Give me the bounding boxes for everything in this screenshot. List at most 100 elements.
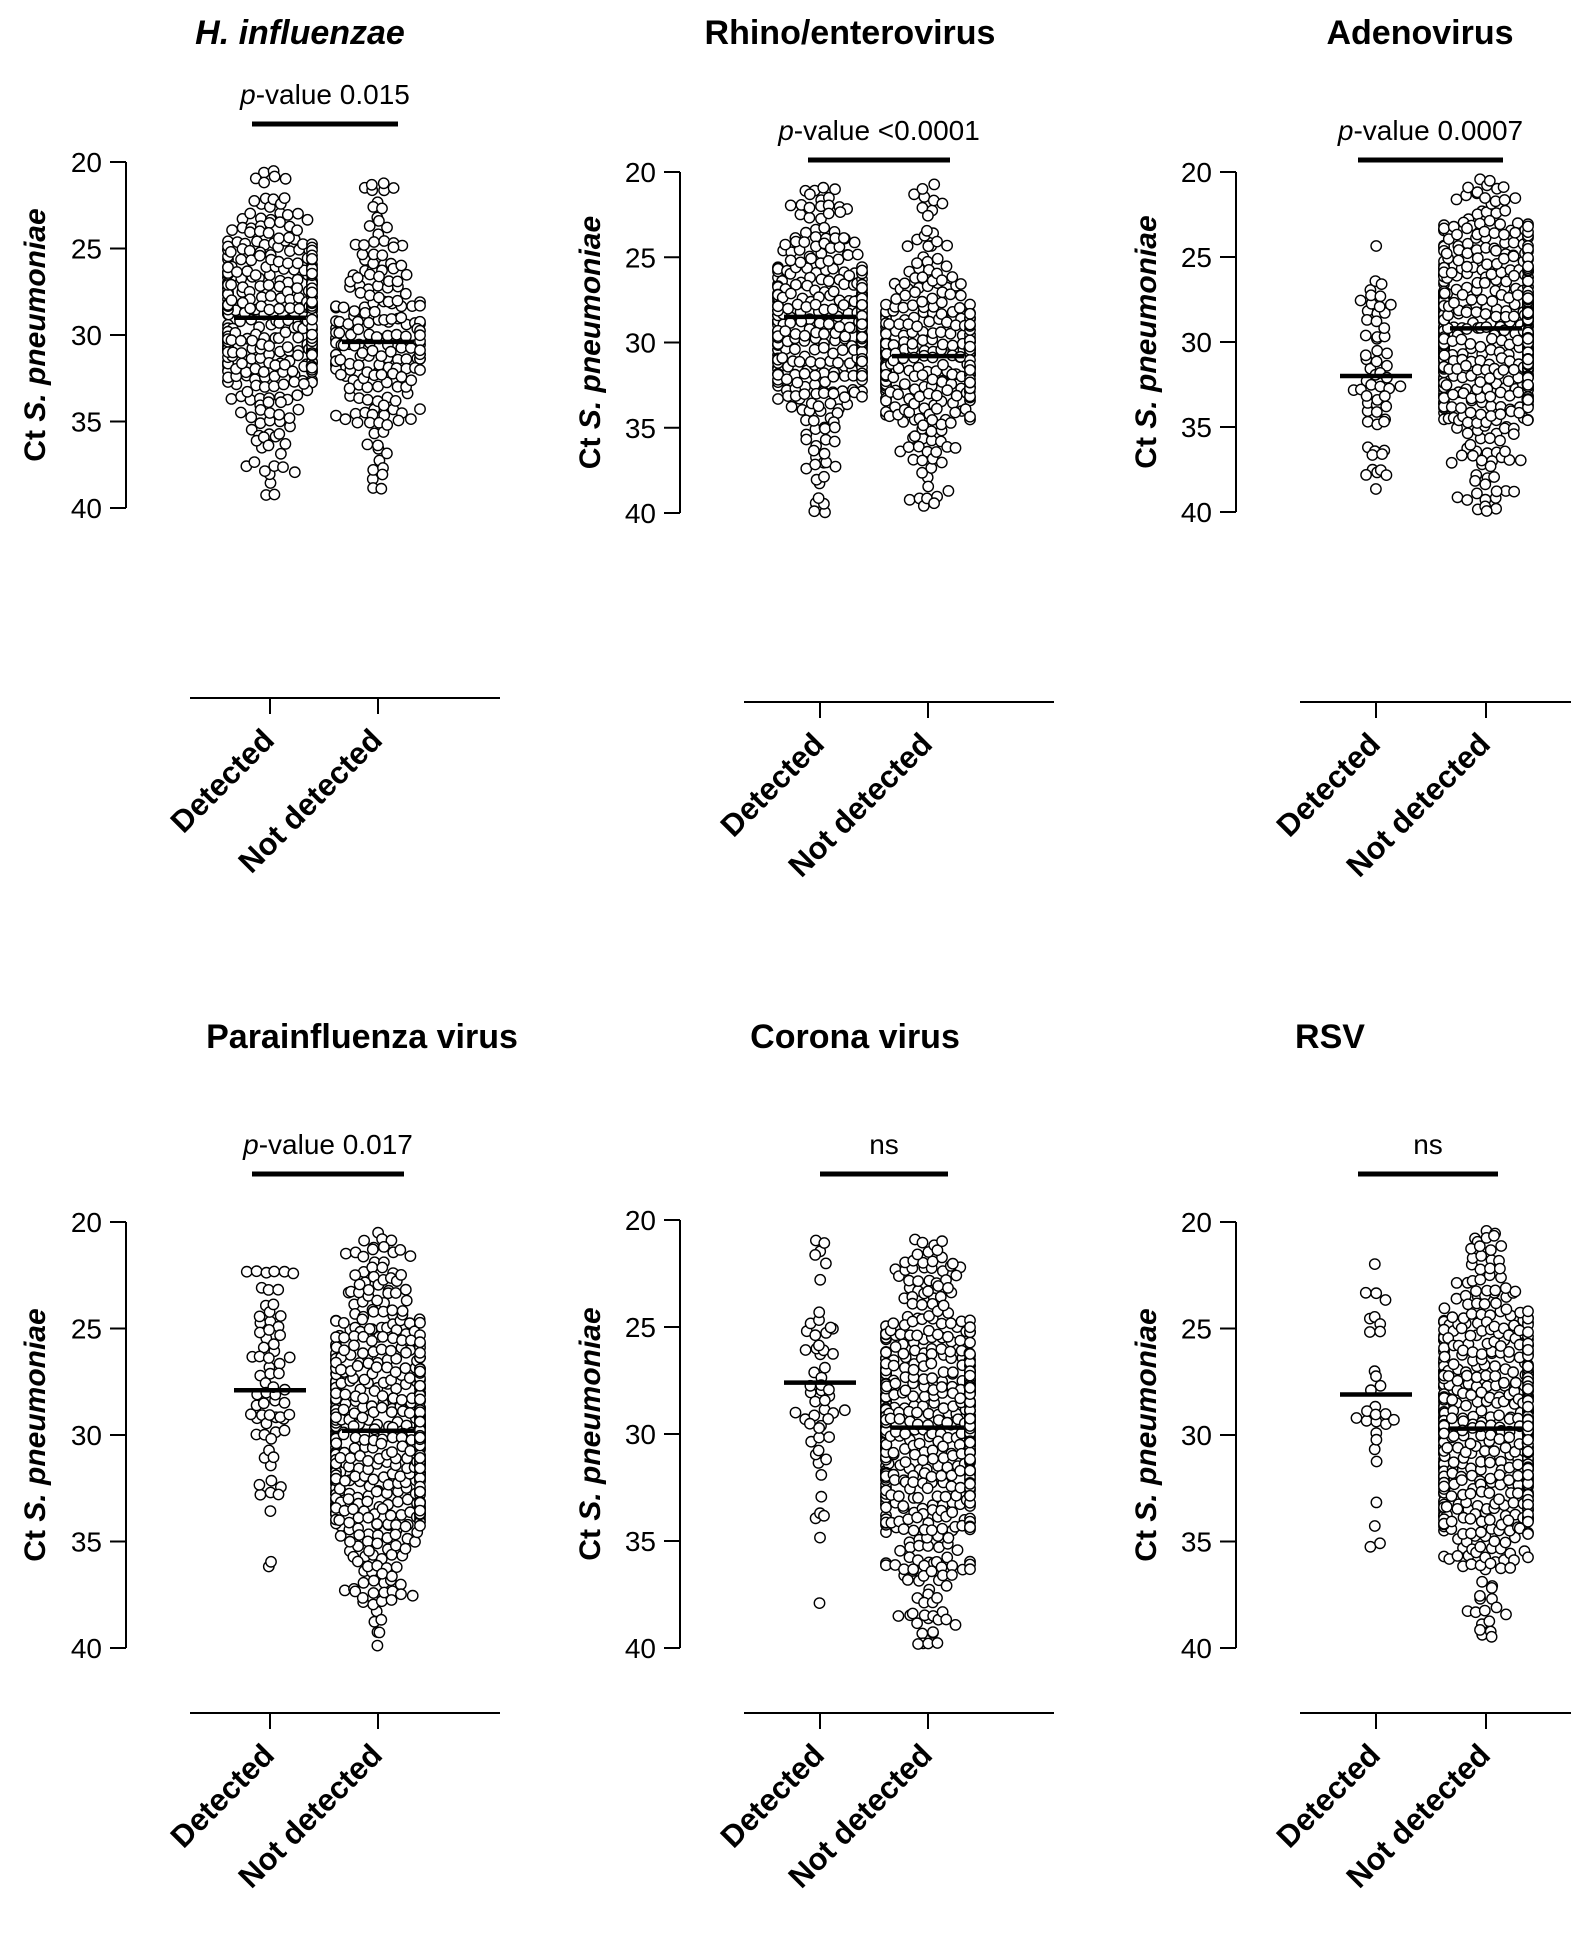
data-point <box>384 1344 397 1357</box>
y-tick-label: 40 <box>625 498 656 529</box>
data-point <box>907 1476 920 1489</box>
y-axis-label-species: S. pneumoniae <box>19 208 52 421</box>
data-point <box>235 253 248 266</box>
data-point <box>254 1488 267 1501</box>
data-point <box>278 1424 291 1437</box>
data-point <box>964 364 976 376</box>
data-point <box>856 281 868 294</box>
data-point <box>265 1474 278 1487</box>
data-point <box>414 1365 426 1378</box>
data-point <box>1369 1408 1382 1421</box>
y-tick-label: 30 <box>625 1419 656 1450</box>
data-point <box>827 1348 839 1360</box>
data-point <box>359 306 371 319</box>
data-point <box>272 232 285 245</box>
panel-title: Rhino/enterovirus <box>705 14 996 52</box>
data-point <box>301 213 314 226</box>
panel-4: Parainfluenza virus p-value 0.017 20 25 30 35… <box>19 1018 518 1895</box>
data-point <box>832 356 844 369</box>
data-point <box>812 492 825 504</box>
data-point <box>1475 1526 1487 1539</box>
data-point <box>395 1394 408 1406</box>
y-tick-label: 35 <box>625 413 656 444</box>
data-point <box>1479 192 1491 204</box>
data-point <box>352 359 365 372</box>
data-point <box>1460 359 1472 372</box>
data-point <box>385 1406 398 1419</box>
data-point <box>265 1432 278 1445</box>
data-point <box>1485 400 1497 413</box>
data-point <box>414 364 426 376</box>
data-point <box>377 177 390 190</box>
data-point <box>1514 454 1527 467</box>
data-point <box>1493 1493 1505 1506</box>
data-point <box>935 1469 948 1482</box>
data-point <box>822 207 835 220</box>
data-point <box>1445 1490 1458 1503</box>
data-point <box>1522 292 1534 305</box>
data-point <box>936 1522 949 1535</box>
data-point <box>911 1406 923 1419</box>
data-point <box>942 484 955 497</box>
data-point <box>225 278 238 291</box>
data-point <box>1499 445 1511 458</box>
data-point <box>1489 1370 1502 1383</box>
data-point <box>1451 1550 1464 1562</box>
data-point <box>899 289 912 302</box>
data-point <box>1484 1456 1496 1469</box>
data-point <box>887 1317 900 1330</box>
data-point <box>780 373 793 386</box>
data-point <box>1522 275 1534 287</box>
data-point <box>1488 1445 1501 1458</box>
data-point <box>800 226 812 239</box>
data-point <box>916 1627 929 1640</box>
data-point <box>848 236 861 249</box>
data-point <box>357 1392 369 1405</box>
data-point <box>814 357 827 369</box>
data-point <box>226 224 239 237</box>
data-point <box>394 1578 407 1591</box>
data-point <box>1522 1360 1534 1373</box>
data-point <box>1522 220 1534 233</box>
data-point <box>809 298 822 311</box>
data-point <box>940 1613 953 1626</box>
data-point <box>306 267 318 280</box>
significance-label: p-value <0.0001 <box>777 115 980 146</box>
data-point <box>371 1518 383 1530</box>
data-point <box>807 414 820 427</box>
data-point <box>1370 1496 1383 1509</box>
data-point <box>1368 1443 1381 1456</box>
data-point <box>367 1587 380 1599</box>
data-point <box>779 238 792 251</box>
data-point <box>922 209 934 222</box>
panel-title: Parainfluenza virus <box>206 1018 518 1056</box>
data-point <box>945 1317 957 1330</box>
data-point <box>1394 380 1407 393</box>
data-point <box>813 1431 825 1444</box>
y-tick-label: 25 <box>71 234 102 265</box>
data-point <box>292 349 304 362</box>
data-point <box>935 418 948 431</box>
data-point <box>779 325 792 337</box>
data-point <box>1483 1514 1496 1526</box>
data-point <box>921 1482 934 1495</box>
data-point <box>262 396 275 409</box>
data-point <box>230 266 243 278</box>
data-point <box>942 1282 954 1294</box>
data-point <box>263 216 276 229</box>
data-point <box>372 291 385 304</box>
data-point <box>930 446 943 458</box>
data-point <box>856 390 868 403</box>
data-point <box>1438 222 1450 235</box>
data-point <box>273 427 286 440</box>
y-tick-label: 25 <box>1181 242 1212 273</box>
data-point <box>1500 1608 1512 1621</box>
data-point <box>273 280 286 293</box>
y-axis-label-species: S. pneumoniae <box>1130 215 1163 428</box>
data-point <box>382 1478 395 1491</box>
data-point <box>1451 491 1464 504</box>
data-point <box>1440 1500 1453 1513</box>
data-point <box>887 371 900 384</box>
data-point <box>776 351 789 364</box>
data-point <box>1381 347 1393 360</box>
